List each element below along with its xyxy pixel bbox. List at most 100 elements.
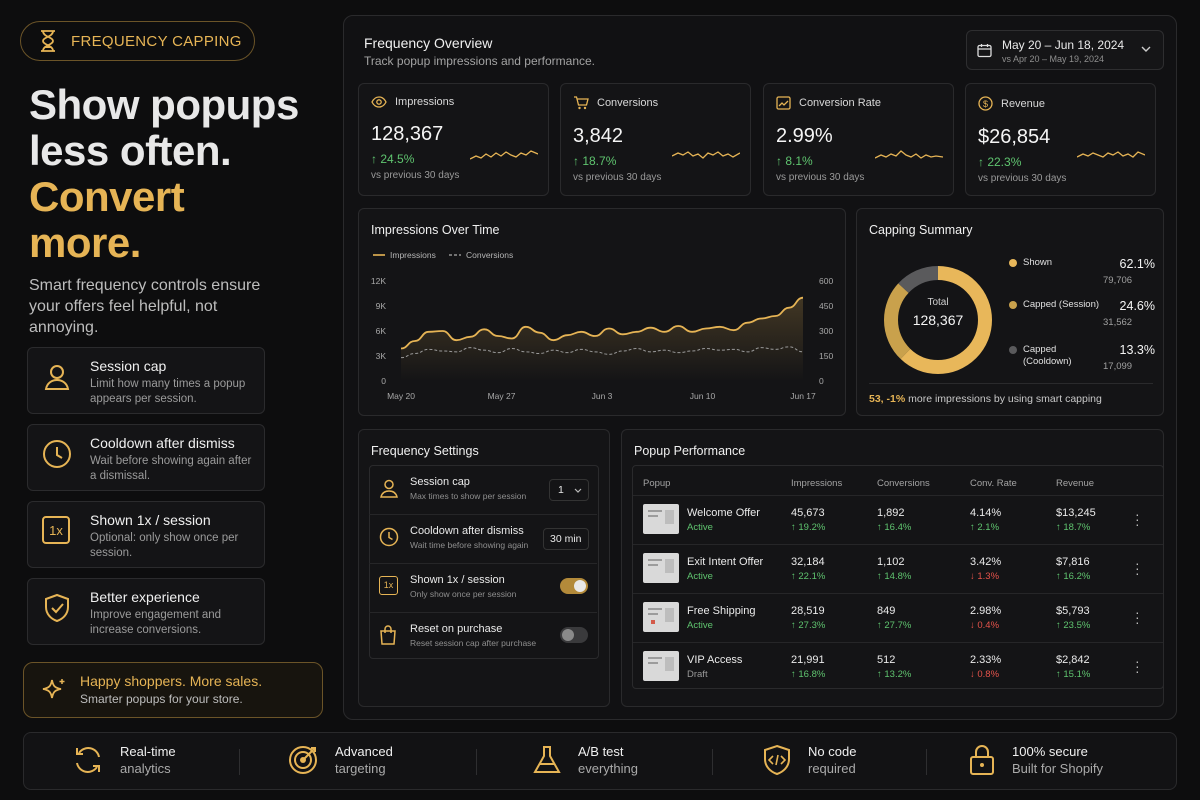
shown-once-toggle[interactable] [560, 578, 588, 594]
popup-thumbnail [643, 651, 679, 681]
capping-count: 79,706 [1103, 275, 1133, 286]
divider [869, 383, 1153, 384]
popup-name: Welcome Offer [687, 507, 760, 519]
y-tick-left: 3K [376, 351, 387, 361]
reset-on-purchase-toggle[interactable] [560, 627, 588, 643]
settings-title: Frequency Settings [371, 444, 479, 458]
capping-count: 17,099 [1103, 361, 1133, 372]
strip-item-realtime: Real-time analytics [72, 743, 176, 777]
conv-rate-value: 4.14% [970, 507, 1002, 519]
chart-title: Impressions Over Time [371, 223, 500, 237]
dashboard-subtitle: Track popup impressions and performance. [364, 54, 595, 68]
setting-reset-on-purchase: Reset on purchase Reset session cap afte… [369, 613, 597, 662]
session-cap-select[interactable]: 1 [549, 479, 589, 501]
cooldown-input[interactable]: 30 min [543, 528, 589, 550]
settings-list [369, 465, 599, 659]
impressions-value: 21,991 [791, 654, 825, 666]
svg-text:$: $ [983, 99, 988, 109]
impressions-cell: 45,673 ↑ 19.2% [791, 507, 825, 533]
col-header-popup: Popup [643, 478, 671, 489]
setting-desc: Max times to show per session [410, 491, 527, 501]
col-header-impressions: Impressions [791, 478, 843, 489]
impressions-line [400, 296, 804, 350]
hero-headline: Show popups less often. Convert more. [29, 82, 299, 266]
capping-title: Capping Summary [869, 223, 973, 237]
more-options-icon[interactable]: · · · [1135, 604, 1140, 630]
y-tick-right: 450 [819, 301, 833, 311]
revenue-cell: $2,842 ↑ 15.1% [1056, 654, 1090, 680]
date-range-picker[interactable]: May 20 – Jun 18, 2024 vs Apr 20 – May 19… [966, 30, 1164, 70]
cart-icon [574, 96, 589, 110]
feature-desc: Improve engagement and increase conversi… [90, 609, 222, 636]
table-row[interactable]: VIP Access Draft 21,991 ↑ 16.8% 512 ↑ 13.2%… [633, 642, 1163, 691]
strip-title: Real-time [120, 744, 176, 759]
promo-banner: Happy shoppers. More sales. Smarter popu… [23, 662, 323, 718]
x-tick: Jun 3 [592, 391, 613, 401]
kpi-card-conversion-rate: Conversion Rate 2.99% ↑ 8.1% vs previous… [763, 83, 954, 196]
divider [239, 749, 240, 775]
legend-impressions-label: Impressions [390, 250, 436, 260]
impressions-change: ↑ 16.8% [791, 669, 826, 680]
strip-title: 100% secure [1012, 744, 1088, 759]
kpi-value: 128,367 [371, 123, 444, 145]
y-tick-left: 9K [376, 301, 387, 311]
donut-center-value: 128,367 [912, 312, 964, 328]
capping-item-session: Capped (Session) 24.6% 31,562 [1009, 299, 1155, 339]
kpi-change: ↑ 18.7% [573, 154, 617, 168]
trend-icon [776, 96, 791, 110]
strip-item-secure: 100% secure Built for Shopify [968, 743, 1103, 777]
impressions-value: 32,184 [791, 556, 825, 568]
feature-strip: Real-time analytics Advanced targeting A/B… [23, 732, 1177, 790]
capping-label: Capped (Cooldown) [1023, 344, 1072, 367]
table-row[interactable]: Free Shipping Active 28,519 ↑ 27.3% 849 ↑ 2… [633, 593, 1163, 642]
capping-summary-panel: Capping Summary Total 128,367 Shown 62.1… [856, 208, 1164, 416]
kpi-label: Impressions [395, 96, 455, 108]
kpi-card-conversions: Conversions 3,842 ↑ 18.7% vs previous 30… [560, 83, 751, 196]
revenue-value: $5,793 [1056, 605, 1090, 617]
feature-desc: Optional: only show once per session. [90, 532, 239, 559]
kpi-change: ↑ 24.5% [371, 152, 415, 166]
compare-range-label: vs Apr 20 – May 19, 2024 [1002, 54, 1105, 64]
sparkle-icon [42, 679, 65, 699]
feature-title: Session cap [90, 358, 167, 374]
setting-desc: Reset session cap after purchase [410, 638, 537, 648]
strip-title: A/B test [578, 744, 624, 759]
hero-subtitle: Smart frequency controls ensure your off… [29, 277, 261, 336]
popup-name-cell: VIP Access Draft [687, 654, 742, 680]
kpi-change: ↑ 8.1% [776, 154, 813, 168]
toggle-knob [574, 580, 586, 592]
more-options-icon[interactable]: · · · [1135, 653, 1140, 679]
y-tick-right: 150 [819, 351, 833, 361]
setting-cooldown: Cooldown after dismiss Wait time before … [369, 515, 597, 564]
kpi-comparison: vs previous 30 days [776, 172, 865, 183]
popup-name-cell: Free Shipping Active [687, 605, 756, 631]
strip-title: Advanced [335, 744, 393, 759]
more-options-icon[interactable]: · · · [1135, 555, 1140, 581]
strip-item-ab-test: A/B test everything [532, 743, 638, 777]
impressions-area [401, 297, 803, 381]
legend-swatch [1009, 346, 1017, 354]
shopping-bag-icon [380, 625, 396, 645]
conv-rate-cell: 2.98% ↓ 0.4% [970, 605, 1001, 631]
table-row[interactable]: Welcome Offer Active 45,673 ↑ 19.2% 1,892 ↑… [633, 495, 1163, 544]
table-row[interactable]: Exit Intent Offer Active 32,184 ↑ 22.1% 1,… [633, 544, 1163, 593]
user-icon [380, 479, 398, 498]
capping-note: 53, -1% more impressions by using smart … [869, 393, 1102, 405]
conv-rate-value: 2.33% [970, 654, 1002, 666]
setting-title: Shown 1x / session [410, 574, 505, 586]
more-options-icon[interactable]: · · · [1135, 506, 1140, 532]
conv-rate-value: 3.42% [970, 556, 1002, 568]
divider [712, 749, 713, 775]
clock-icon [379, 527, 399, 547]
y-tick-left: 0 [381, 376, 386, 386]
impressions-value: 28,519 [791, 605, 825, 617]
once-icon: 1x [379, 576, 398, 595]
badge-label: FREQUENCY CAPPING [71, 32, 242, 50]
kpi-label: Revenue [1001, 97, 1046, 110]
y-tick-left: 6K [376, 326, 387, 336]
sparkline [672, 151, 740, 159]
conv-rate-change: ↑ 2.1% [970, 522, 1000, 533]
kpi-card-revenue: $ Revenue $26,854 ↑ 22.3% vs previous 30 … [965, 83, 1156, 196]
frequency-settings-panel: Frequency Settings Session cap Max times… [358, 429, 610, 707]
conversions-change: ↑ 27.7% [877, 620, 912, 631]
